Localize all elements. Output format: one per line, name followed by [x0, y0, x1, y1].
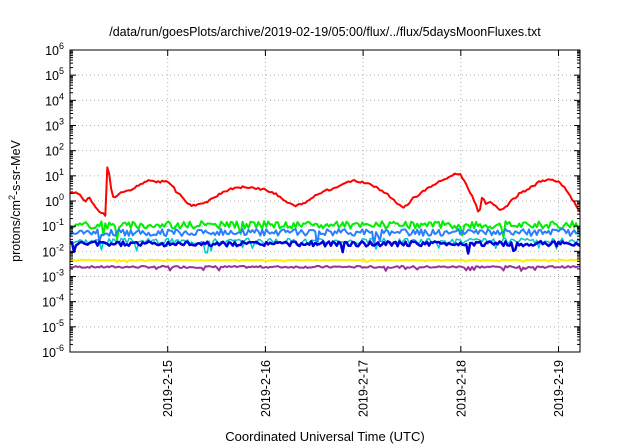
x-axis-ticks: 2019-2-15 2019-2-16 2019-2-17 2019-2-18 2019…: [161, 50, 566, 417]
y-tick-label-exponent: -1: [56, 217, 64, 227]
y-tick-label: 101: [45, 167, 64, 184]
y-tick-label: 10-3: [42, 268, 64, 285]
y-tick-label: 103: [45, 117, 64, 134]
y-tick-label-exponent: -2: [56, 242, 64, 252]
y-tick-label: 102: [45, 142, 64, 159]
y-tick-label-exponent: 1: [59, 167, 64, 177]
y-axis-label: protons/cm2-s-sr-MeV: [7, 139, 23, 261]
y-axis-label-superscript: 2: [7, 195, 17, 200]
y-tick-label-exponent: -4: [56, 293, 64, 303]
y-tick-label-exponent: 3: [59, 117, 64, 127]
x-tick-label: 2019-2-19: [552, 360, 566, 417]
x-tick-label: 2019-2-18: [454, 360, 468, 417]
y-tick-label-exponent: -5: [56, 318, 64, 328]
y-axis-ticks: 10-610-510-410-310-210-11001011021031041…: [42, 41, 580, 360]
y-tick-label-base: 10: [45, 69, 59, 83]
y-tick-label-base: 10: [45, 145, 59, 159]
series-line-2: [69, 237, 581, 254]
series-line-1: [69, 220, 581, 241]
series-line-3: [69, 227, 581, 247]
y-tick-label: 10-2: [42, 242, 64, 259]
y-tick-label-base: 10: [42, 346, 56, 360]
x-tick-label: 2019-2-16: [259, 360, 273, 417]
y-axis-label-rest: -s-sr-MeV: [9, 139, 23, 195]
grid-lines: [70, 50, 580, 352]
y-tick-label-base: 10: [45, 44, 59, 58]
x-tick-label: 2019-2-17: [357, 360, 371, 417]
y-tick-label-base: 10: [45, 170, 59, 184]
y-tick-label: 100: [45, 192, 64, 209]
y-tick-label-base: 10: [45, 120, 59, 134]
y-tick-label-exponent: 2: [59, 142, 64, 152]
series-line-6: [69, 264, 580, 272]
y-tick-label-base: 10: [42, 271, 56, 285]
y-tick-label-exponent: 0: [59, 192, 64, 202]
x-tick-label: 2019-2-15: [161, 360, 175, 417]
y-tick-label: 10-1: [42, 217, 64, 234]
y-tick-label: 105: [45, 66, 64, 83]
series-line-5: [69, 258, 581, 264]
y-tick-label: 106: [45, 41, 64, 58]
y-tick-label-exponent: -3: [56, 268, 64, 278]
y-axis-label-main: protons/cm: [9, 200, 23, 262]
y-tick-label-base: 10: [42, 321, 56, 335]
y-tick-label: 10-6: [42, 343, 64, 360]
y-tick-label: 10-5: [42, 318, 64, 335]
x-axis-label: Coordinated Universal Time (UTC): [225, 429, 424, 444]
y-tick-label-base: 10: [42, 245, 56, 259]
y-tick-label-exponent: 5: [59, 66, 64, 76]
y-tick-label-base: 10: [45, 195, 59, 209]
chart-title: /data/run/goesPlots/archive/2019-02-19/0…: [109, 25, 541, 39]
y-tick-label-base: 10: [45, 94, 59, 108]
y-tick-label: 104: [45, 91, 64, 108]
y-tick-label-exponent: 4: [59, 91, 64, 101]
series-line-0: [69, 166, 581, 217]
y-tick-label-base: 10: [42, 296, 56, 310]
data-series: [69, 166, 581, 272]
y-tick-label: 10-4: [42, 293, 64, 310]
y-tick-label-base: 10: [42, 220, 56, 234]
y-tick-label-exponent: 6: [59, 41, 64, 51]
y-tick-label-exponent: -6: [56, 343, 64, 353]
series-line-4: [69, 240, 581, 255]
